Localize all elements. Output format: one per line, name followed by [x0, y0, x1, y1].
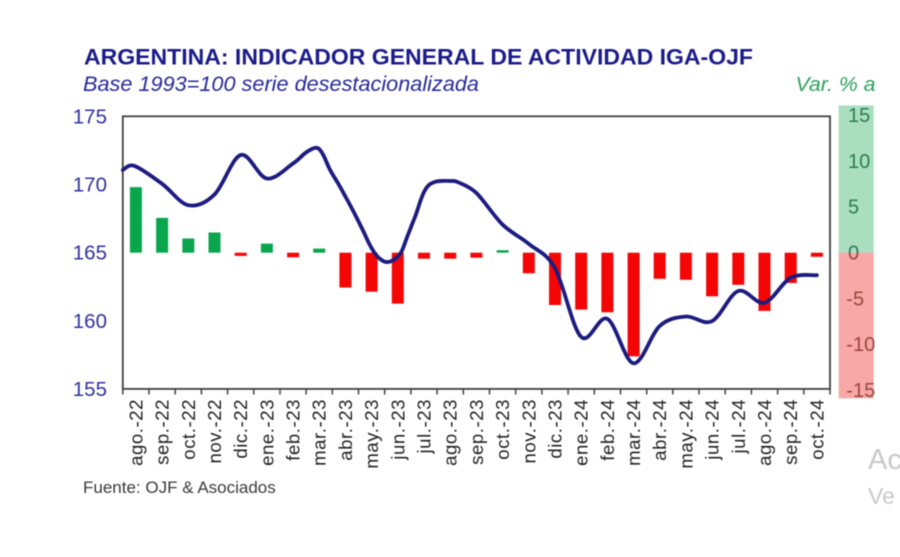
svg-text:170: 170 — [73, 174, 107, 197]
svg-text:-10: -10 — [846, 334, 875, 356]
svg-text:165: 165 — [73, 242, 107, 265]
svg-text:Base 1993=100 serie desestacio: Base 1993=100 serie desestacionalizada — [83, 73, 479, 96]
svg-text:ago.-24: ago.-24 — [754, 399, 775, 466]
svg-text:abr.-23: abr.-23 — [335, 399, 356, 461]
svg-text:160: 160 — [73, 310, 107, 333]
svg-text:feb.-23: feb.-23 — [283, 399, 304, 461]
svg-text:nov.-22: nov.-22 — [204, 399, 225, 464]
svg-text:-5: -5 — [846, 288, 864, 310]
svg-text:may.-24: may.-24 — [675, 399, 696, 469]
svg-text:Var. % a: Var. % a — [796, 73, 876, 96]
svg-text:ARGENTINA: INDICADOR GENERAL D: ARGENTINA: INDICADOR GENERAL DE ACTIVIDA… — [84, 45, 753, 70]
svg-text:may.-23: may.-23 — [361, 399, 382, 469]
svg-text:sep.-23: sep.-23 — [466, 399, 487, 465]
svg-text:oct.-22: oct.-22 — [178, 399, 199, 460]
svg-text:feb.-24: feb.-24 — [597, 399, 618, 461]
svg-text:jun.-24: jun.-24 — [702, 399, 723, 461]
svg-text:sep.-24: sep.-24 — [780, 399, 801, 465]
svg-text:10: 10 — [848, 151, 870, 173]
svg-text:dic.-22: dic.-22 — [230, 399, 251, 459]
svg-text:175: 175 — [73, 105, 107, 128]
svg-text:0: 0 — [848, 243, 859, 265]
svg-text:Act: Act — [868, 444, 900, 476]
svg-text:Ve a: Ve a — [868, 483, 900, 509]
svg-text:mar.-23: mar.-23 — [309, 399, 330, 466]
svg-text:ago.-22: ago.-22 — [125, 399, 146, 466]
svg-text:jul.-24: jul.-24 — [728, 399, 749, 455]
svg-text:dic.-23: dic.-23 — [545, 399, 566, 459]
svg-text:oct.-23: oct.-23 — [492, 399, 513, 460]
svg-text:mar.-24: mar.-24 — [623, 399, 644, 466]
svg-text:nov.-23: nov.-23 — [518, 399, 539, 464]
svg-text:jul.-23: jul.-23 — [414, 399, 435, 455]
svg-text:-15: -15 — [846, 380, 875, 402]
svg-text:oct.-24: oct.-24 — [806, 399, 827, 460]
svg-text:ene.-24: ene.-24 — [571, 399, 592, 466]
svg-text:abr.-24: abr.-24 — [649, 399, 670, 461]
svg-text:sep.-22: sep.-22 — [152, 399, 173, 465]
svg-text:ene.-23: ene.-23 — [256, 399, 277, 466]
svg-text:155: 155 — [73, 378, 107, 401]
svg-text:jun.-23: jun.-23 — [387, 399, 408, 461]
svg-text:5: 5 — [848, 197, 859, 219]
svg-text:15: 15 — [848, 105, 870, 127]
svg-text:ago.-23: ago.-23 — [440, 399, 461, 466]
svg-text:Fuente: OJF & Asociados: Fuente: OJF & Asociados — [83, 478, 276, 497]
